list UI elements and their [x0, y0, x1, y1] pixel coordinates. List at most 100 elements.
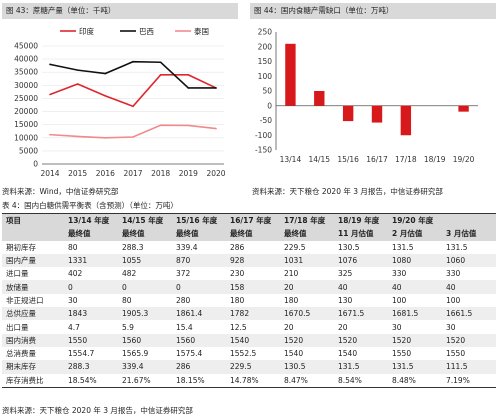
- table-cell: 0: [172, 280, 226, 294]
- table-cell: 288.3: [122, 242, 144, 252]
- table-cell: 80: [122, 295, 132, 305]
- table-cell: 1060: [442, 253, 496, 268]
- table-cell: 1031: [280, 253, 334, 268]
- table-cell: 1560: [118, 333, 172, 347]
- legend-label: 印度: [79, 26, 94, 36]
- row-label: 国内消费: [2, 333, 64, 347]
- row-label: 非正规进口: [6, 295, 44, 305]
- data-point: [49, 93, 51, 96]
- table-cell: 1055: [118, 253, 172, 268]
- bar-14/15: [314, 91, 325, 106]
- table-header-cell: 15/16 年度: [172, 213, 226, 228]
- bar-13/14: [285, 43, 296, 106]
- table-cell: 1565.9: [122, 349, 149, 359]
- table-cell: 1540: [338, 349, 358, 359]
- row-label: 放储量: [2, 280, 64, 294]
- left-chart-source: 资料来源：Wind，中信证券研究部: [2, 187, 119, 196]
- table-cell: 21.67%: [118, 373, 172, 388]
- table-subheader-cell: [2, 227, 64, 241]
- table-cell: 18.54%: [64, 373, 118, 388]
- bar-16/17: [371, 105, 383, 123]
- legend-label: 巴西: [139, 27, 154, 36]
- table-row: 放储量 0 0 0 158 20 40 40 40: [2, 280, 496, 294]
- x-tick-label: 15/16: [337, 155, 359, 164]
- legend-label: 泰国: [194, 26, 209, 36]
- right-chart-source: 资料来源：天下粮仓 2020 年 3 月报告，中信证券研究部: [252, 187, 443, 196]
- table-cell: 210: [284, 269, 299, 279]
- table-row: 国内产量 1331 1055 870 928 1031 1076 1080 1060: [2, 253, 496, 268]
- table-cell: 80: [68, 242, 78, 252]
- series-line-印度: [49, 74, 217, 108]
- table-row: 非正规进口 30 80 280 180 180 130 100 100: [2, 294, 496, 307]
- series-line-泰国: [49, 124, 217, 139]
- table-cell: 870: [172, 253, 226, 268]
- table-header-cell: [442, 213, 496, 228]
- table-cell: 1671.5: [334, 307, 388, 321]
- left-chart-caption: 图 43：蔗糖产量（单位：千吨）: [2, 3, 238, 19]
- table-cell: 8.48%: [388, 373, 442, 388]
- table-cell: 131.5: [446, 242, 468, 252]
- table-cell: 131.5: [388, 360, 442, 374]
- table-cell: 18.15%: [172, 373, 226, 388]
- y-tick-label: 5000: [19, 146, 38, 155]
- table-header-cell: 16/17 年度: [226, 213, 280, 228]
- table-cell: 111.5: [442, 360, 496, 374]
- data-point: [104, 72, 107, 75]
- y-tick-label: 250: [258, 28, 273, 37]
- table-cell: 1560: [172, 333, 226, 347]
- right-chart-caption: 图 44：国内食糖产需缺口（单位：万吨）: [250, 3, 496, 19]
- table-cell: 1661.5: [442, 307, 496, 321]
- table-cell: 20: [338, 322, 348, 332]
- table-cell: 339.4: [118, 360, 172, 374]
- y-tick-label: 35000: [14, 68, 38, 77]
- table-cell: 1520: [388, 333, 442, 347]
- table-cell: 131.5: [334, 360, 388, 374]
- table-cell: 1550: [392, 349, 412, 359]
- data-point: [215, 127, 217, 130]
- table-cell: 330: [392, 269, 407, 279]
- table-cell: 1550: [446, 349, 466, 359]
- y-tick-label: 15000: [14, 120, 38, 129]
- table-cell: 40: [442, 280, 496, 294]
- table-cell: 100: [392, 295, 407, 305]
- x-tick-label: 2014: [40, 169, 59, 178]
- x-tick-label: 2019: [179, 169, 198, 178]
- data-point: [132, 136, 134, 138]
- data-point: [49, 63, 51, 66]
- sugar-balance-table: 项目 13/14 年度 14/15 年度 15/16 年度 16/17 年度 17/18 …: [2, 213, 496, 388]
- bar-17/18: [400, 105, 412, 136]
- table-cell: 30: [68, 295, 78, 305]
- y-tick-label: 25000: [14, 94, 38, 103]
- table-cell: 20: [280, 280, 334, 294]
- row-label: 国内产量: [2, 253, 64, 268]
- x-tick-label: 2016: [96, 169, 115, 178]
- table-header-cell: 19/20 年度: [388, 213, 442, 228]
- table-cell: 1861.4: [172, 307, 226, 321]
- table-cell: 158: [226, 280, 280, 294]
- table-cell: 131.5: [392, 242, 414, 252]
- y-tick-label: 100: [258, 72, 273, 81]
- table-cell: 1905.3: [118, 307, 172, 321]
- x-tick-label: 19/20: [453, 155, 475, 164]
- y-tick-label: 10000: [14, 133, 38, 142]
- table-cell: 482: [122, 269, 137, 279]
- table-row: 库存消费比 18.54% 21.67% 18.15% 14.78% 8.47% 8.54% 8…: [2, 373, 496, 388]
- row-label: 期末库存: [2, 360, 64, 374]
- table-cell: 130: [338, 295, 353, 305]
- y-tick-label: 30000: [14, 81, 38, 90]
- table-subheader-cell: 最终值: [118, 227, 172, 241]
- data-point: [132, 105, 134, 108]
- table-caption: 表 4：国内白糖供需平衡表（含预测）（单位：万吨）: [2, 201, 178, 210]
- y-tick-label: 0: [267, 101, 272, 110]
- table-cell: 8.54%: [334, 373, 388, 388]
- y-tick-label: 45000: [14, 42, 38, 51]
- y-tick-label: 20000: [14, 107, 38, 116]
- table-cell: 1076: [334, 253, 388, 268]
- x-tick-label: 2020: [206, 169, 225, 178]
- table-cell: 4.7: [68, 322, 80, 332]
- table-cell: 1681.5: [388, 307, 442, 321]
- data-point: [187, 74, 190, 76]
- table-cell: 286: [172, 360, 226, 374]
- table-row: 总消费量 1554.7 1565.9 1575.4 1552.5 1540 1540 1550…: [2, 347, 496, 360]
- y-tick-label: -100: [255, 131, 272, 140]
